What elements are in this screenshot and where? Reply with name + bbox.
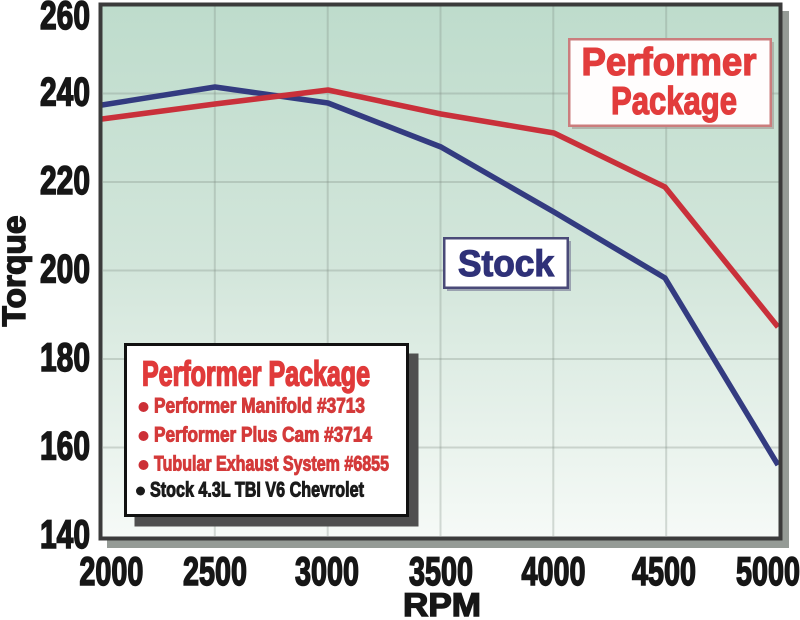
svg-text:5000: 5000 (736, 550, 800, 594)
svg-text:Performer: Performer (582, 41, 757, 84)
svg-text:240: 240 (40, 71, 90, 115)
svg-text:4000: 4000 (522, 550, 586, 594)
svg-text:Performer Manifold #3713: Performer Manifold #3713 (154, 395, 365, 418)
svg-text:Performer Plus Cam #3714: Performer Plus Cam #3714 (154, 424, 372, 447)
svg-text:180: 180 (40, 336, 90, 380)
svg-text:260: 260 (40, 0, 90, 38)
svg-text:140: 140 (40, 513, 90, 557)
svg-text:Stock 4.3L TBI V6 Chevrolet: Stock 4.3L TBI V6 Chevrolet (150, 479, 364, 502)
svg-text:Stock: Stock (458, 243, 554, 284)
svg-text:Torque: Torque (0, 216, 32, 327)
svg-text:Package: Package (611, 80, 737, 123)
svg-text:160: 160 (40, 425, 90, 469)
svg-text:RPM: RPM (403, 586, 481, 620)
svg-text:3500: 3500 (409, 550, 473, 594)
svg-text:220: 220 (40, 159, 90, 203)
svg-text:Tubular Exhaust System #6855: Tubular Exhaust System #6855 (154, 453, 389, 476)
svg-text:2000: 2000 (79, 550, 143, 594)
svg-text:2500: 2500 (183, 550, 247, 594)
svg-text:200: 200 (40, 248, 90, 292)
svg-text:4500: 4500 (632, 550, 696, 594)
svg-text:Performer Package: Performer Package (142, 355, 370, 394)
svg-text:3000: 3000 (295, 550, 359, 594)
